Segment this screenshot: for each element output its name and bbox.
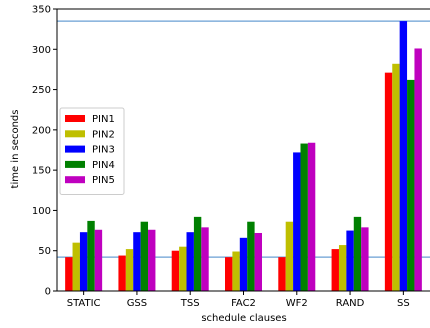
- y-tick-label-100: 100: [32, 206, 51, 217]
- legend-label-pin2: PIN2: [92, 129, 115, 140]
- x-tick-label-static: STATIC: [67, 298, 101, 309]
- bar-pin1-static: [65, 257, 73, 291]
- x-tick-label-fac2: FAC2: [231, 298, 256, 309]
- bar-pin4-ss: [407, 79, 415, 292]
- bar-pin3-wf2: [293, 152, 301, 291]
- bar-pin1-wf2: [278, 257, 286, 291]
- legend-swatch-pin3: [65, 145, 85, 153]
- y-axis-title: time in seconds: [10, 110, 21, 189]
- bars: [65, 21, 422, 292]
- bar-pin1-rand: [331, 249, 339, 291]
- bar-pin2-static: [72, 242, 80, 291]
- bar-pin2-tss: [179, 246, 187, 291]
- legend-swatch-pin1: [65, 115, 85, 122]
- x-tick-label-ss: SS: [397, 298, 410, 309]
- bar-pin1-gss: [118, 255, 126, 291]
- legend-label-pin3: PIN3: [92, 145, 115, 156]
- bar-pin3-rand: [346, 230, 354, 291]
- legend-label-pin5: PIN5: [92, 175, 115, 186]
- y-tick-label-50: 50: [38, 246, 51, 257]
- legend-box: [59, 107, 125, 195]
- y-tick-label-350: 350: [32, 5, 51, 16]
- y-tick-label-250: 250: [32, 85, 51, 96]
- legend: PIN1 PIN2 PIN3 PIN4 PIN5: [59, 107, 125, 195]
- bar-pin3-tss: [186, 232, 194, 291]
- bar-pin5-ss: [414, 48, 422, 292]
- bar-pin5-gss: [148, 229, 156, 291]
- bar-pin1-fac2: [225, 257, 233, 291]
- bar-pin5-fac2: [254, 232, 262, 291]
- bar-pin2-ss: [392, 63, 400, 291]
- bar-pin2-gss: [125, 249, 134, 291]
- bar-pin4-wf2: [300, 143, 308, 291]
- y-tick-label-150: 150: [32, 166, 51, 177]
- y-tick-label-200: 200: [32, 125, 51, 136]
- bar-pin5-rand: [361, 227, 369, 291]
- bar-pin4-gss: [140, 221, 149, 291]
- bar-pin1-tss: [171, 250, 180, 291]
- bar-pin3-ss: [399, 21, 408, 292]
- x-tick-label-rand: RAND: [336, 298, 365, 309]
- x-tick-label-wf2: WF2: [286, 298, 308, 309]
- legend-label-pin4: PIN4: [92, 160, 115, 171]
- bar-pin2-wf2: [285, 221, 294, 291]
- bar-pin1-ss: [384, 72, 393, 292]
- x-tick-label-gss: GSS: [127, 298, 147, 309]
- bar-pin3-static: [79, 232, 88, 291]
- bar-pin5-tss: [201, 227, 209, 291]
- x-axis-title: schedule clauses: [201, 313, 286, 324]
- y-tick-label-300: 300: [32, 45, 51, 56]
- bar-pin4-fac2: [247, 221, 255, 291]
- bar-pin3-fac2: [239, 237, 248, 291]
- bar-pin2-fac2: [232, 251, 240, 291]
- bar-pin5-wf2: [307, 142, 316, 291]
- legend-swatch-pin2: [65, 130, 85, 138]
- bar-pin4-tss: [193, 216, 202, 291]
- bar-pin4-rand: [353, 216, 362, 291]
- x-tick-label-tss: TSS: [180, 298, 200, 309]
- y-tick-label-0: 0: [45, 287, 51, 298]
- axes: 0 50 100 150 200 250 300 350 STATIC GSS TSS FAC2 WF2…: [32, 5, 430, 309]
- bar-pin2-rand: [338, 245, 347, 291]
- legend-swatch-pin5: [65, 176, 85, 184]
- legend-label-pin1: PIN1: [92, 114, 115, 125]
- legend-swatch-pin4: [65, 160, 85, 168]
- bar-pin5-static: [94, 229, 103, 291]
- bar-pin3-gss: [133, 232, 141, 291]
- bar-pin4-static: [87, 220, 95, 291]
